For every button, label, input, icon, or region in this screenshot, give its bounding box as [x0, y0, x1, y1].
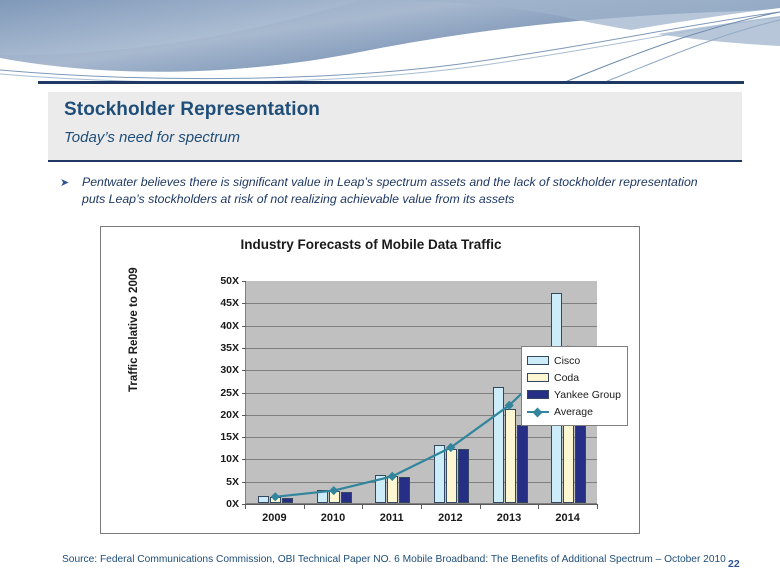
y-axis-tick-label: 0X [226, 498, 239, 510]
x-axis-tick [479, 504, 481, 509]
legend-color-swatch [527, 373, 549, 382]
x-axis-tick-label: 2012 [438, 512, 463, 524]
legend-item: Coda [527, 369, 621, 386]
legend-item: Yankee Group [527, 386, 621, 403]
page-subtitle: Today’s need for spectrum [64, 129, 240, 146]
bullet-text: Pentwater believes there is significant … [82, 175, 698, 206]
gridline [246, 481, 597, 483]
y-axis-tick [242, 281, 246, 282]
y-axis-tick-label: 30X [220, 364, 239, 377]
y-axis-tick [242, 504, 246, 505]
chart-bar [316, 489, 328, 503]
x-axis-tick [362, 504, 364, 509]
y-axis-tick [242, 437, 246, 439]
legend-color-swatch [527, 356, 549, 365]
y-axis-tick-label: 15X [220, 431, 239, 444]
gridline [246, 303, 597, 305]
y-axis-tick [242, 370, 246, 372]
chart-bar [433, 445, 445, 503]
y-axis-tick [242, 481, 246, 483]
legend-line-marker-icon [527, 407, 549, 416]
chart-container: Industry Forecasts of Mobile Data Traffi… [100, 226, 640, 534]
x-axis-tick-label: 2013 [496, 512, 522, 524]
y-axis-tick-label: 40X [220, 319, 239, 332]
chart-bar [445, 448, 457, 503]
chart-y-axis-title: Traffic Relative to 2009 [128, 267, 140, 392]
y-axis-tick-label: 45X [220, 297, 239, 310]
gridline [246, 347, 597, 349]
legend-color-swatch [527, 390, 549, 399]
y-axis-tick-label: 35X [220, 341, 239, 354]
slide-title-band: Stockholder Representation Today’s need … [48, 92, 742, 162]
y-axis-tick [242, 325, 246, 327]
y-axis-tick [242, 347, 246, 349]
x-axis-tick [421, 504, 422, 509]
chart-bar [281, 497, 293, 503]
x-axis-tick [245, 504, 246, 509]
y-axis-tick-label: 50X [220, 275, 239, 287]
chart-bar [375, 474, 387, 503]
y-axis-tick-label: 20X [220, 408, 239, 421]
chart-bar [504, 409, 516, 503]
x-axis-tick [538, 504, 540, 509]
chart-bar [387, 476, 399, 503]
chart-bar [399, 477, 411, 503]
gridline [246, 325, 597, 327]
page-title: Stockholder Representation [64, 99, 320, 120]
y-axis-tick-label: 25X [220, 386, 239, 399]
chart-bar [328, 491, 340, 503]
legend-label: Coda [554, 371, 580, 384]
gridline [246, 437, 597, 439]
chart-bar [340, 492, 352, 503]
y-axis-tick [242, 392, 246, 394]
chart-bar [516, 424, 528, 503]
chart-bar [257, 496, 269, 503]
gridline [246, 459, 597, 461]
legend-label: Average [554, 405, 593, 418]
chart-plot-area: 0X 5X 10X 15X 20X 25X 30X 35X 40X 45X 50X [220, 275, 597, 510]
header-decoration [0, 0, 780, 85]
x-axis-tick-label: 2011 [379, 512, 404, 524]
y-axis-tick-label: 10X [220, 453, 239, 466]
chart-title: Industry Forecasts of Mobile Data Traffi… [240, 237, 502, 252]
bullet-item: ➤ Pentwater believes there is significan… [60, 174, 700, 208]
x-axis-tick-label: 2010 [320, 512, 346, 524]
legend-label: Cisco [554, 354, 581, 367]
legend-item: Average [527, 403, 621, 420]
page-number: 22 [728, 558, 740, 570]
y-axis-tick-label: 5X [226, 475, 239, 488]
legend-label: Yankee Group [554, 388, 621, 401]
x-axis-tick-label: 2009 [262, 512, 287, 524]
y-axis-tick [242, 414, 246, 416]
chart-bar [269, 497, 281, 503]
y-axis-tick [242, 459, 246, 461]
chart-legend: Cisco Coda Yankee Group Average [521, 346, 628, 426]
legend-item: Cisco [527, 352, 621, 369]
chart-bar [457, 449, 469, 503]
bullet-arrow-icon: ➤ [60, 177, 70, 189]
chart-bar [492, 387, 504, 503]
header-divider-rule [38, 81, 744, 84]
x-axis-tick [303, 504, 305, 509]
y-axis-tick [242, 303, 246, 305]
x-axis-tick [597, 504, 598, 509]
x-axis-tick-label: 2014 [555, 512, 580, 524]
source-note: Source: Federal Communications Commissio… [62, 554, 726, 565]
